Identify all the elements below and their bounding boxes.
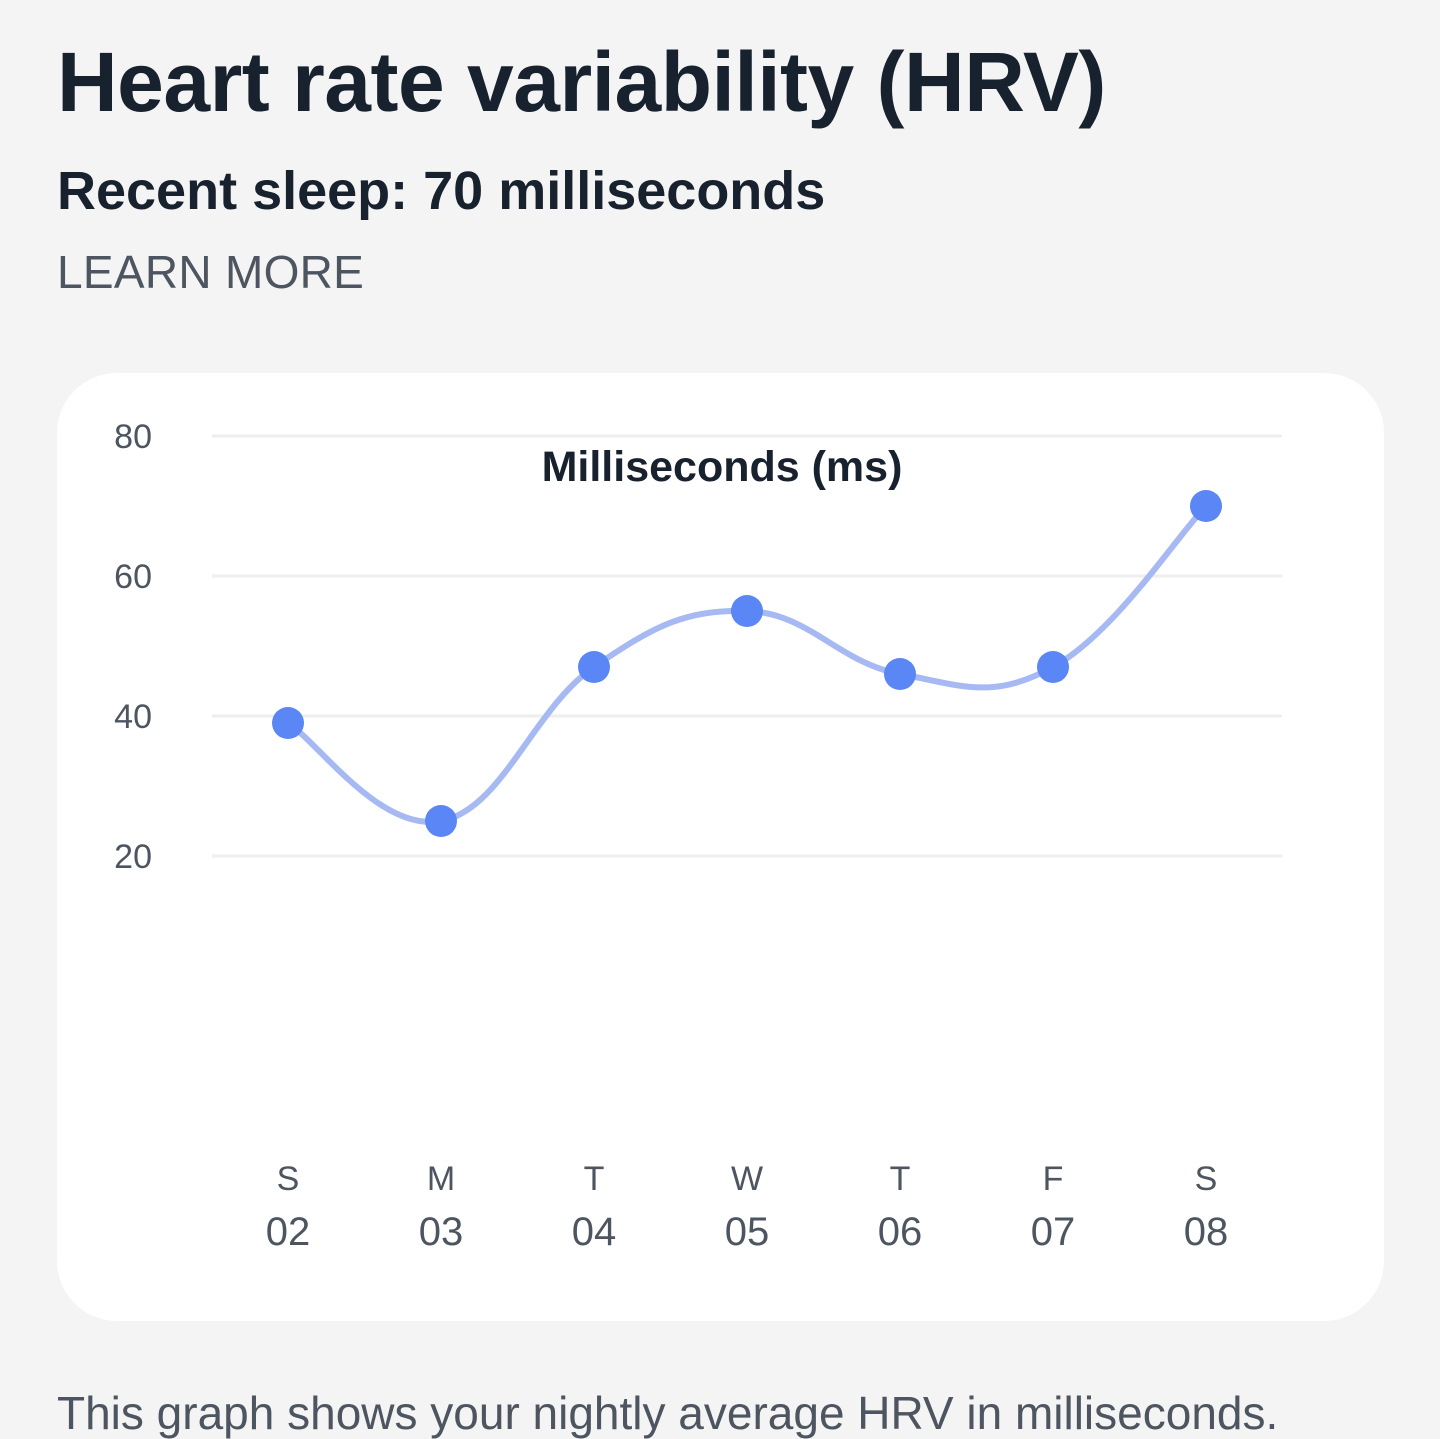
y-tick-label: 60 — [114, 558, 152, 596]
y-axis-ticks: 20 40 60 80 — [114, 418, 152, 876]
x-tick-day: T — [584, 1160, 605, 1198]
x-tick-date: 03 — [419, 1210, 464, 1254]
y-tick-label: 40 — [114, 698, 152, 736]
graph-description: This graph shows your nightly average HR… — [57, 1387, 1279, 1439]
page-title: Heart rate variability (HRV) — [57, 35, 1106, 129]
chart-gridlines — [212, 434, 1282, 858]
chart-title: Milliseconds (ms) — [542, 443, 903, 491]
learn-more-link[interactable]: LEARN MORE — [57, 246, 365, 298]
data-point-07[interactable] — [1037, 651, 1069, 683]
x-tick-day: F — [1043, 1160, 1064, 1198]
data-point-02[interactable] — [272, 707, 304, 739]
data-point-03[interactable] — [425, 805, 457, 837]
x-tick-day: S — [1195, 1160, 1218, 1198]
x-tick-date: 08 — [1184, 1210, 1229, 1254]
hrv-line-chart: Milliseconds (ms) 20 40 60 80 S 02 M 03 T 04 W 05 T… — [114, 418, 1282, 1254]
data-point-05[interactable] — [731, 595, 763, 627]
x-tick-day: W — [731, 1160, 763, 1198]
data-point-04[interactable] — [578, 651, 610, 683]
y-tick-label: 20 — [114, 838, 152, 876]
chart-card: Milliseconds (ms) 20 40 60 80 S 02 M 03 T 04 W 05 T… — [57, 373, 1384, 1321]
recent-sleep-value: Recent sleep: 70 milliseconds — [57, 161, 826, 221]
x-tick-day: S — [277, 1160, 300, 1198]
x-tick-date: 06 — [878, 1210, 923, 1254]
y-tick-label: 80 — [114, 418, 152, 456]
x-tick-date: 07 — [1031, 1210, 1076, 1254]
x-tick-date: 05 — [725, 1210, 770, 1254]
x-tick-day: M — [427, 1160, 455, 1198]
data-point-08[interactable] — [1190, 490, 1222, 522]
x-tick-date: 04 — [572, 1210, 617, 1254]
chart-points — [272, 490, 1222, 837]
x-tick-date: 02 — [266, 1210, 311, 1254]
data-point-06[interactable] — [884, 658, 916, 690]
x-tick-day: T — [890, 1160, 911, 1198]
x-axis-ticks: S 02 M 03 T 04 W 05 T 06 F 07 S 08 — [266, 1160, 1229, 1254]
